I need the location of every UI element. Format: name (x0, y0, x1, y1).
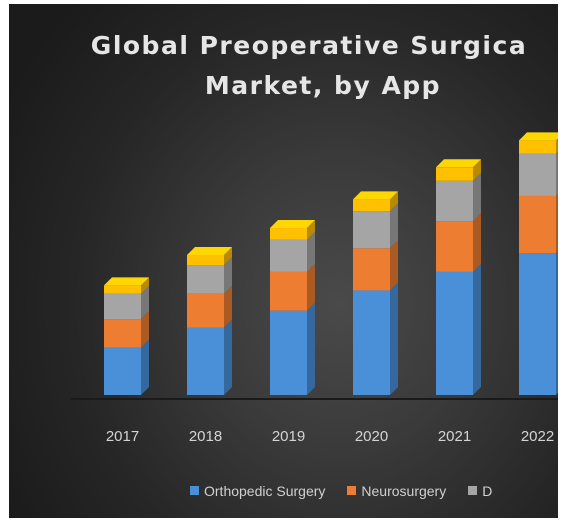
legend-swatch-1 (190, 486, 199, 495)
legend-label-3: D (482, 482, 493, 499)
bar-segment-side-2019-series-2 (307, 263, 315, 311)
bar-segment-side-2021-series-2 (473, 213, 481, 272)
bar-segment-2018-series-3 (187, 265, 224, 294)
x-tick-label-2022: 2022 (521, 428, 554, 445)
bar-segment-side-2020-series-2 (390, 240, 398, 291)
bar-segment-2020-series-3 (353, 211, 390, 249)
bar-segment-2018-series-1 (187, 327, 224, 395)
bar-segment-2019-series-3 (270, 239, 307, 272)
bar-segment-2017-series-4 (104, 285, 141, 294)
x-tick-label-2020: 2020 (355, 428, 388, 445)
bar-segment-side-2018-series-4 (224, 247, 232, 266)
bar-segment-side-2021-series-4 (473, 159, 481, 181)
x-tick-label-2019: 2019 (272, 428, 305, 445)
legend-label-2: Neurosurgery (361, 482, 447, 499)
bar-segment-side-2022-series-4 (556, 138, 558, 154)
bar-segment-2022-series-4 (519, 140, 556, 154)
bar-segment-side-2020-series-1 (390, 282, 398, 395)
chart-plot-area: 2017 2018 2019 2020 2021 2022 (71, 132, 558, 445)
bar-segment-2019-series-1 (270, 310, 307, 395)
bar-top-2020 (353, 191, 398, 200)
chart-frame: Global Preoperative Surgica Market, by A… (9, 4, 558, 518)
bar-segment-2021-series-4 (436, 167, 473, 181)
bar-segment-side-2020-series-4 (390, 191, 398, 212)
bar-segment-2018-series-4 (187, 255, 224, 266)
bar-segment-side-2017-series-2 (141, 311, 149, 348)
x-tick-label-2018: 2018 (189, 428, 222, 445)
bar-segment-side-2020-series-3 (390, 203, 398, 249)
bar-segment-side-2018-series-3 (224, 257, 232, 294)
bar-segment-2021-series-3 (436, 180, 473, 222)
bar-top-2021 (436, 159, 481, 168)
bar-segment-side-2021-series-3 (473, 172, 481, 222)
bar-top-2022 (519, 132, 558, 141)
bar-segment-2019-series-2 (270, 271, 307, 311)
bar-segment-side-2019-series-4 (307, 220, 315, 240)
legend-item-1: Orthopedic Surgery (190, 483, 325, 499)
bar-segment-2020-series-2 (353, 248, 390, 291)
legend-swatch-2 (347, 486, 357, 495)
bar-segment-2018-series-2 (187, 293, 224, 328)
bar-segment-2022-series-2 (519, 195, 556, 254)
bar-segment-2020-series-1 (353, 290, 390, 395)
bar-segment-side-2017-series-4 (141, 277, 149, 294)
chart-title-line1: Global Preoperative Surgica (90, 31, 528, 60)
bar-segment-side-2019-series-1 (307, 302, 315, 395)
bar-segment-side-2022-series-1 (556, 251, 558, 395)
bar-segment-side-2018-series-1 (224, 319, 232, 395)
bar-segment-side-2021-series-1 (473, 263, 481, 395)
bar-segment-side-2017-series-3 (141, 285, 149, 320)
legend-item-3: D (468, 483, 492, 499)
bar-segment-2021-series-2 (436, 221, 473, 272)
bar-top-2018 (187, 247, 232, 256)
bar-segment-2022-series-1 (519, 253, 556, 395)
bar-top-2019 (270, 220, 315, 229)
legend-swatch-3 (468, 486, 478, 495)
bar-segment-side-2022-series-3 (556, 151, 558, 196)
bar-segment-side-2017-series-1 (141, 339, 149, 395)
bar-segment-side-2022-series-2 (556, 193, 558, 254)
bar-segment-2021-series-1 (436, 271, 473, 395)
bar-top-2017 (104, 277, 149, 286)
chart-title: Global Preoperative Surgica Market, by A… (9, 26, 558, 106)
chart-title-line2: Market, by App (204, 71, 442, 100)
x-tick-label-2021: 2021 (438, 428, 471, 445)
bar-segment-side-2019-series-3 (307, 231, 315, 272)
bar-segment-2017-series-1 (104, 347, 141, 395)
bar-segment-2022-series-3 (519, 153, 556, 196)
chart-legend: Orthopedic Surgery Neurosurgery D (190, 482, 514, 499)
bar-segment-2017-series-3 (104, 293, 141, 320)
legend-label-1: Orthopedic Surgery (204, 482, 326, 499)
bar-segment-2020-series-4 (353, 199, 390, 212)
legend-item-2: Neurosurgery (347, 483, 446, 499)
bar-segment-2017-series-2 (104, 319, 141, 348)
x-tick-label-2017: 2017 (106, 428, 139, 445)
bar-segment-side-2018-series-2 (224, 285, 232, 328)
bar-segment-2019-series-4 (270, 228, 307, 240)
